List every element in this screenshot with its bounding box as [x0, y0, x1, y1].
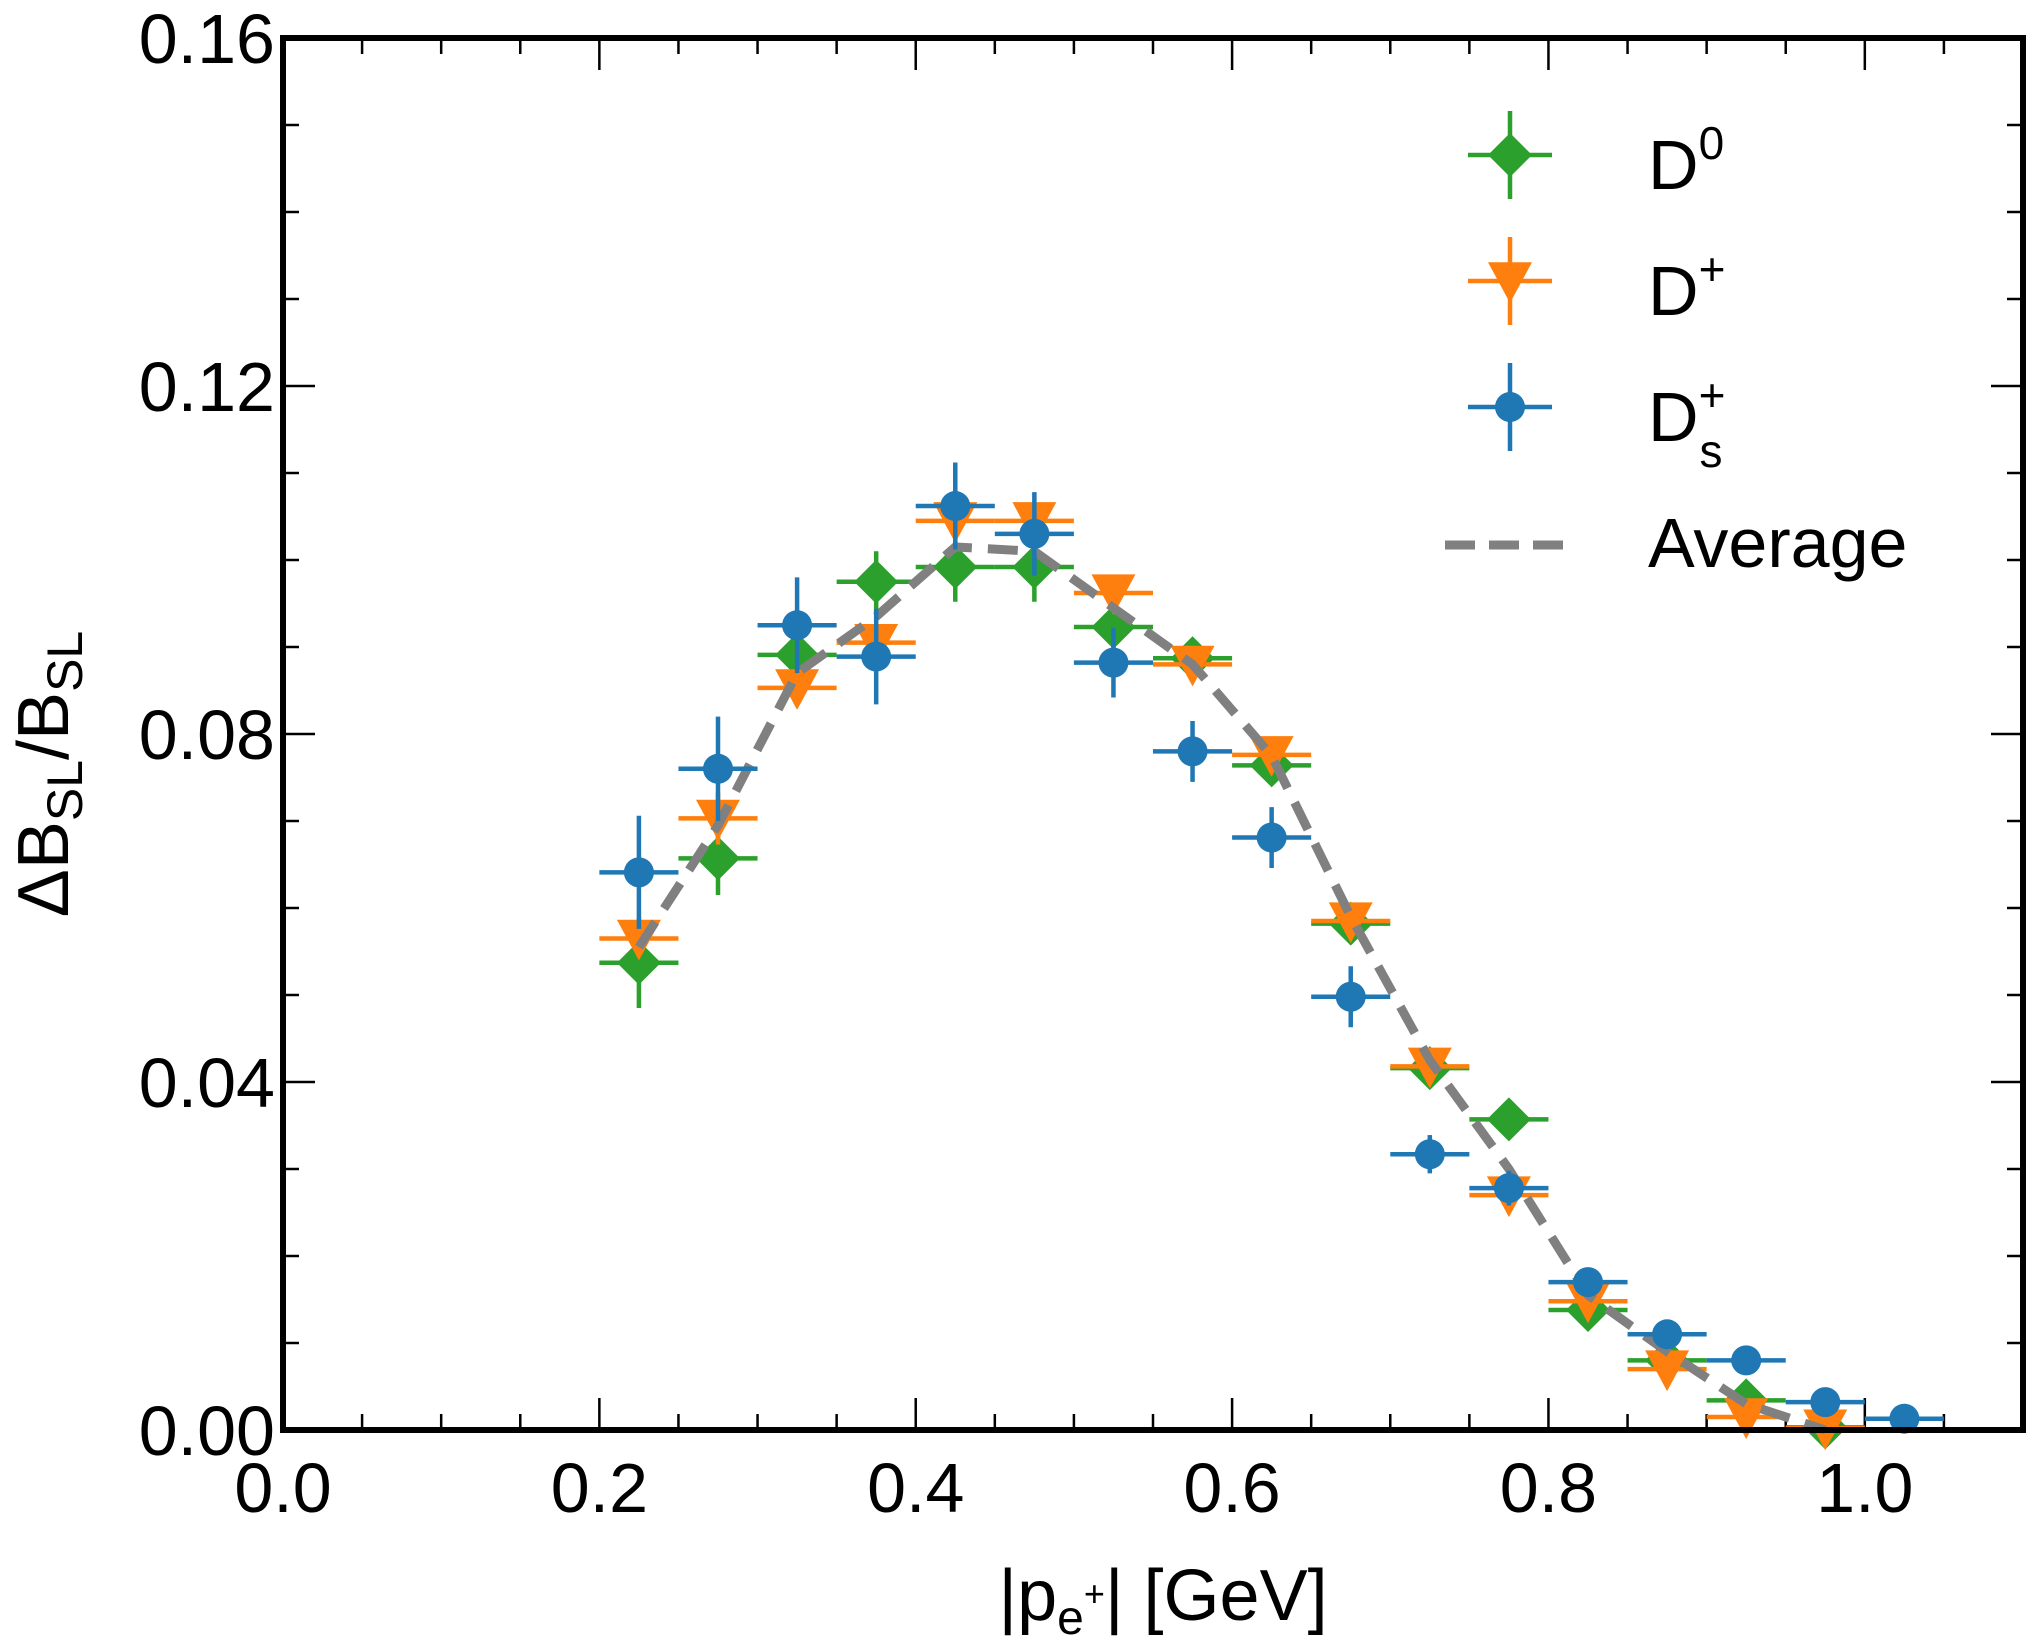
- legend-label-sup: 0: [1699, 117, 1725, 169]
- triangle-down-marker: [1328, 902, 1373, 944]
- plot-frame: [280, 35, 2026, 1433]
- circle-marker: [1652, 1319, 1683, 1350]
- circle-marker: [1335, 981, 1366, 1012]
- legend-label-main: D: [1648, 126, 1699, 204]
- data-point: [757, 669, 837, 710]
- data-point: [915, 462, 995, 550]
- circle-marker: [1098, 647, 1129, 678]
- series-average: [635, 542, 1827, 1435]
- data-point: [757, 577, 837, 674]
- legend-label-main: D: [1648, 252, 1699, 330]
- data-point: [1627, 1319, 1707, 1350]
- circle-marker: [940, 491, 971, 522]
- x-tick-label: 1.0: [1816, 1449, 1913, 1527]
- data-point: [1390, 1135, 1470, 1174]
- x-tick-label: 0.4: [867, 1449, 964, 1527]
- legend-label-sup: +: [1699, 369, 1726, 421]
- circle-marker: [1731, 1345, 1762, 1376]
- circle-marker: [1414, 1139, 1445, 1170]
- y-axis-label-sub-2: SL: [37, 631, 93, 692]
- legend-triangle-down-icon: [1488, 262, 1532, 303]
- circle-marker: [1493, 1173, 1524, 1204]
- legend-item: D+: [1468, 237, 1725, 330]
- legend-diamond-icon: [1488, 133, 1532, 177]
- legend-label: D0: [1648, 117, 1724, 204]
- y-axis-label-sub-1: SL: [37, 760, 93, 821]
- triangle-down-marker: [1091, 574, 1136, 616]
- series-dsplus: [599, 462, 1944, 1434]
- circle-marker: [703, 753, 733, 784]
- data-point: [1073, 627, 1153, 698]
- circle-marker: [1889, 1403, 1920, 1434]
- data-point: [1232, 807, 1312, 868]
- circle-marker: [1177, 736, 1208, 767]
- legend-label-sup: +: [1699, 243, 1726, 295]
- diamond-marker: [854, 559, 899, 604]
- triangle-down-marker: [1645, 1350, 1690, 1392]
- x-tick-label: 0.2: [551, 1449, 648, 1527]
- triangle-down-marker: [1566, 1282, 1610, 1324]
- x-axis-label-rest: | [GeV]: [1105, 1556, 1328, 1636]
- y-tick-label: 0.12: [139, 348, 275, 426]
- data-point: [994, 492, 1074, 576]
- data-point: [836, 608, 916, 705]
- y-tick-label: 0.00: [139, 1392, 275, 1470]
- diamond-marker: [1486, 1097, 1531, 1142]
- tick-labels: 0.0 0.2 0.4 0.6 0.8 1.0 0.00 0.04 0.08 0.12 0.16: [139, 0, 1914, 1527]
- x-axis-label-sub: e: [1057, 1592, 1084, 1641]
- legend-label: D+: [1648, 243, 1725, 330]
- data-point: [1153, 720, 1233, 782]
- circle-marker: [1810, 1387, 1841, 1418]
- diamond-marker: [616, 940, 661, 985]
- data-point: [1785, 1387, 1865, 1418]
- circle-marker: [1256, 822, 1287, 853]
- data-point: [1548, 1267, 1628, 1298]
- legend-item: D+ s: [1468, 363, 1725, 477]
- y-tick-label: 0.08: [139, 696, 275, 774]
- legend-item: D0: [1468, 111, 1724, 204]
- legend-label-main: D: [1648, 378, 1699, 456]
- x-axis-label-sup: +: [1084, 1573, 1105, 1614]
- circle-marker: [1019, 518, 1050, 549]
- x-axis-label: |pe+| [GeV]: [998, 1556, 1327, 1641]
- data-point: [1311, 902, 1391, 944]
- data-point: [678, 716, 758, 821]
- x-axis-label-bar-left: |p: [998, 1556, 1057, 1636]
- data-layer: [599, 462, 1944, 1451]
- data-point: [1706, 1345, 1786, 1376]
- average-line: [635, 542, 1827, 1435]
- circle-marker: [1573, 1267, 1603, 1298]
- legend-label-main: Average: [1648, 504, 1907, 582]
- y-tick-label: 0.16: [139, 0, 275, 78]
- x-tick-label: 0.6: [1183, 1449, 1280, 1527]
- data-point: [1469, 1170, 1549, 1206]
- data-point: [836, 551, 916, 613]
- legend-label: Average: [1648, 504, 1907, 582]
- data-point: [599, 815, 679, 929]
- diamond-marker: [933, 544, 978, 589]
- legend-item: Average: [1445, 504, 1907, 582]
- legend-label: D+ s: [1648, 369, 1725, 477]
- circle-marker: [782, 610, 813, 641]
- y-axis-label-slash: /B: [4, 692, 84, 760]
- circle-marker: [623, 857, 654, 888]
- x-tick-label: 0.0: [234, 1449, 331, 1527]
- data-point: [1311, 966, 1391, 1028]
- y-axis-label: ΔBSL/BSL: [4, 631, 93, 918]
- legend-circle-icon: [1495, 392, 1525, 422]
- triangle-down-marker: [1407, 1047, 1452, 1089]
- triangle-down-marker: [775, 669, 820, 710]
- y-axis-label-main-1: ΔB: [4, 821, 84, 917]
- data-point: [1469, 1097, 1549, 1142]
- x-tick-label: 0.8: [1500, 1449, 1597, 1527]
- triangle-down-marker: [1724, 1398, 1769, 1439]
- data-point: [1864, 1403, 1944, 1434]
- legend-label-sub: s: [1699, 425, 1722, 477]
- y-tick-label: 0.04: [139, 1044, 275, 1122]
- circle-marker: [861, 641, 892, 672]
